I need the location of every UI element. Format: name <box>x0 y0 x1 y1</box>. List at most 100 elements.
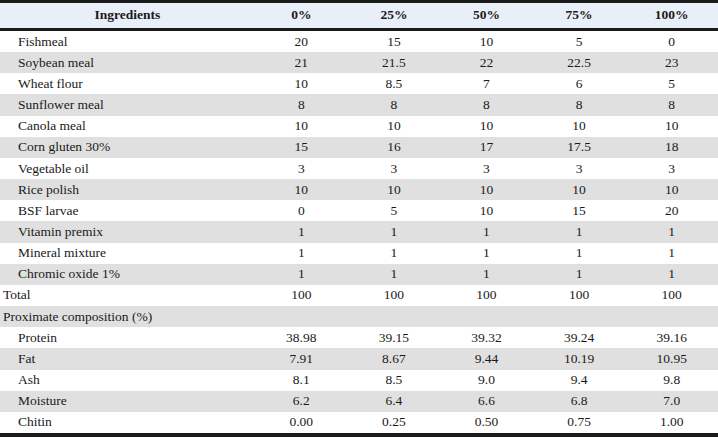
column-header-0pct: 0% <box>255 3 348 30</box>
cell-value: 8.67 <box>348 348 441 369</box>
table-row-canola-meal: Canola meal1010101010 <box>0 116 718 137</box>
cell-value: 1 <box>625 221 718 242</box>
row-label: Chromic oxide 1% <box>0 264 255 285</box>
column-header-100pct: 100% <box>625 3 718 30</box>
cell-value <box>255 306 348 327</box>
cell-value: 10 <box>533 116 626 137</box>
cell-value: 8 <box>255 94 348 115</box>
cell-value: 10 <box>348 179 441 200</box>
table-row-fat: Fat7.918.679.4410.1910.95 <box>0 348 718 369</box>
row-label: Vitamin premix <box>0 221 255 242</box>
cell-value: 6 <box>533 73 626 94</box>
cell-value: 9.8 <box>625 370 718 391</box>
cell-value: 15 <box>255 137 348 158</box>
cell-value: 8 <box>533 94 626 115</box>
cell-value: 10 <box>625 116 718 137</box>
cell-value: 1 <box>440 221 533 242</box>
table-row-ash: Ash8.18.59.09.49.8 <box>0 370 718 391</box>
cell-value: 10 <box>533 179 626 200</box>
cell-value: 1.00 <box>625 412 718 433</box>
table-row-sunflower-meal: Sunflower meal88888 <box>0 94 718 115</box>
row-label: Proximate composition (%) <box>0 306 255 327</box>
cell-value: 1 <box>255 221 348 242</box>
cell-value: 10 <box>255 116 348 137</box>
row-label: Ash <box>0 370 255 391</box>
row-label: Chitin <box>0 412 255 433</box>
row-label: Canola meal <box>0 116 255 137</box>
cell-value: 9.44 <box>440 348 533 369</box>
column-header-25pct: 25% <box>348 3 441 30</box>
cell-value: 1 <box>348 243 441 264</box>
cell-value: 100 <box>348 285 441 306</box>
cell-value: 0.00 <box>255 412 348 433</box>
cell-value: 100 <box>440 285 533 306</box>
cell-value: 17.5 <box>533 137 626 158</box>
cell-value: 10 <box>440 30 533 53</box>
cell-value: 6.2 <box>255 391 348 412</box>
cell-value: 8 <box>440 94 533 115</box>
row-label: Total <box>0 285 255 306</box>
cell-value: 1 <box>533 243 626 264</box>
cell-value: 39.24 <box>533 327 626 348</box>
cell-value: 15 <box>348 30 441 53</box>
cell-value: 7.0 <box>625 391 718 412</box>
row-label: Moisture <box>0 391 255 412</box>
table-header-row: Ingredients 0% 25% 50% 75% 100% <box>0 3 718 30</box>
row-label: Protein <box>0 327 255 348</box>
cell-value: 5 <box>625 73 718 94</box>
cell-value: 39.16 <box>625 327 718 348</box>
cell-value: 7 <box>440 73 533 94</box>
diet-formulation-table-page: Ingredients 0% 25% 50% 75% 100% Fishmeal… <box>0 0 718 437</box>
cell-value: 100 <box>625 285 718 306</box>
cell-value: 39.15 <box>348 327 441 348</box>
cell-value: 10 <box>440 200 533 221</box>
cell-value: 1 <box>440 243 533 264</box>
cell-value <box>625 306 718 327</box>
cell-value: 10 <box>255 179 348 200</box>
column-header-50pct: 50% <box>440 3 533 30</box>
cell-value: 22.5 <box>533 52 626 73</box>
cell-value: 16 <box>348 137 441 158</box>
cell-value: 100 <box>533 285 626 306</box>
cell-value: 8 <box>348 94 441 115</box>
table-row-protein: Protein38.9839.1539.3239.2439.16 <box>0 327 718 348</box>
cell-value: 0.50 <box>440 412 533 433</box>
cell-value: 10 <box>440 179 533 200</box>
cell-value: 5 <box>533 30 626 53</box>
cell-value: 100 <box>255 285 348 306</box>
cell-value: 39.32 <box>440 327 533 348</box>
section-row-proximate-composition: Proximate composition (%) <box>0 306 718 327</box>
cell-value: 1 <box>625 243 718 264</box>
row-label: Rice polish <box>0 179 255 200</box>
cell-value: 1 <box>255 264 348 285</box>
cell-value: 10.19 <box>533 348 626 369</box>
table-body: Fishmeal20151050Soybean meal2121.52222.5… <box>0 30 718 434</box>
table-row-chitin: Chitin0.000.250.500.751.00 <box>0 412 718 433</box>
cell-value: 0 <box>625 30 718 53</box>
table-row-wheat-flour: Wheat flour108.5765 <box>0 73 718 94</box>
cell-value: 6.4 <box>348 391 441 412</box>
cell-value: 9.4 <box>533 370 626 391</box>
cell-value: 9.0 <box>440 370 533 391</box>
cell-value <box>533 306 626 327</box>
cell-value: 18 <box>625 137 718 158</box>
cell-value: 1 <box>440 264 533 285</box>
cell-value: 10 <box>255 73 348 94</box>
diet-composition-table: Ingredients 0% 25% 50% 75% 100% Fishmeal… <box>0 3 718 433</box>
row-label: Wheat flour <box>0 73 255 94</box>
row-label: Vegetable oil <box>0 158 255 179</box>
cell-value: 3 <box>533 158 626 179</box>
row-label: Mineral mixture <box>0 243 255 264</box>
table-row-chromic-oxide-1: Chromic oxide 1%11111 <box>0 264 718 285</box>
table-row-corn-gluten-30: Corn gluten 30%15161717.518 <box>0 137 718 158</box>
cell-value: 10 <box>440 116 533 137</box>
cell-value: 0 <box>255 200 348 221</box>
table-row-fishmeal: Fishmeal20151050 <box>0 30 718 53</box>
row-label: Corn gluten 30% <box>0 137 255 158</box>
table-row-total: Total100100100100100 <box>0 285 718 306</box>
cell-value: 17 <box>440 137 533 158</box>
table-row-bsf-larvae: BSF larvae05101520 <box>0 200 718 221</box>
cell-value: 8.1 <box>255 370 348 391</box>
cell-value: 0.25 <box>348 412 441 433</box>
cell-value <box>348 306 441 327</box>
